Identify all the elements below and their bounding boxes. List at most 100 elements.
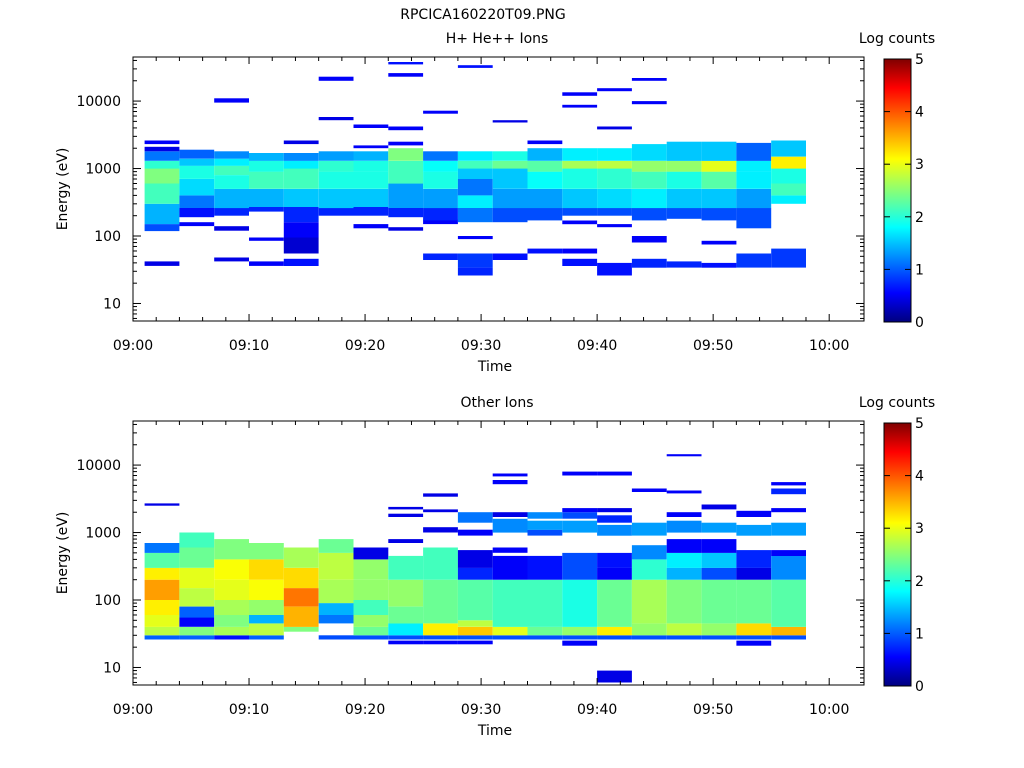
colorbar-tick-label: 2: [915, 210, 924, 226]
colorbar-tick-label: 4: [915, 469, 924, 485]
heatmap-cell: [492, 518, 528, 533]
panel-title: H+ He++ Ions: [446, 31, 549, 47]
heatmap-cell: [283, 258, 319, 266]
heatmap-cell: [492, 473, 528, 477]
heatmap-cell: [423, 110, 458, 114]
heatmap-cell: [353, 171, 389, 189]
heatmap-cell: [492, 555, 528, 580]
heatmap-cell: [457, 529, 493, 536]
heatmap-cell: [457, 195, 493, 208]
colorbar-tick-label: 1: [915, 262, 924, 278]
y-axis: 10 100 1000 10000: [76, 423, 864, 683]
heatmap-cell: [214, 539, 249, 560]
y-axis: 10 100 1000 10000: [76, 59, 864, 319]
y-tick-label: 10: [103, 296, 121, 312]
heatmap-cell: [214, 226, 249, 231]
heatmap-cell: [562, 552, 598, 580]
heatmap-cell: [144, 635, 180, 640]
heatmap-cell: [179, 617, 215, 627]
heatmap-cell: [144, 579, 180, 600]
heatmap-cell: [492, 208, 528, 223]
heatmap-cell: [457, 579, 493, 621]
colorbar-ticks: 0 1 2 3 4 5: [884, 416, 924, 695]
heatmap-cell: [423, 493, 458, 497]
heatmap-cell: [283, 222, 319, 238]
heatmap-cell: [597, 126, 632, 130]
heatmap-cell: [388, 208, 424, 218]
heatmap-cell: [249, 615, 284, 624]
heatmap-cell: [597, 188, 632, 209]
heatmap-cell: [214, 175, 249, 189]
y-tick-label: 10: [103, 660, 121, 676]
heatmap-cell: [388, 579, 424, 607]
heatmap-cell: [179, 626, 215, 636]
heatmap-cell: [214, 188, 249, 209]
heatmap-cell: [666, 623, 702, 636]
x-axis-label: Time: [477, 723, 512, 739]
x-axis: 09:00 09:10 09:20 09:30 09:40 09:50 10:00: [113, 57, 849, 354]
heatmap-cell: [771, 248, 806, 268]
heatmap-cell: [701, 188, 737, 209]
heatmap-cell: [179, 195, 215, 208]
heatmap-cell: [423, 160, 458, 172]
colorbar-tick-label: 5: [915, 416, 924, 432]
heatmap-cell: [144, 615, 180, 627]
x-tick-label: 09:10: [229, 702, 269, 718]
heatmap-cell: [283, 606, 319, 627]
heatmap-cell: [736, 623, 772, 636]
heatmap-cell: [701, 171, 737, 189]
heatmap-cell: [353, 579, 389, 600]
heatmap-cell: [283, 588, 319, 607]
heatmap-cell: [249, 559, 284, 580]
heatmap-cell: [144, 543, 180, 553]
heatmap-cell: [214, 615, 249, 627]
colorbar-tick-label: 0: [915, 315, 924, 331]
heatmap-cell: [457, 512, 493, 523]
heatmap-cell: [353, 160, 389, 172]
colorbar: [883, 58, 912, 323]
heatmap-cell: [214, 559, 249, 580]
y-tick-label: 10000: [76, 94, 121, 110]
heatmap-cell: [631, 78, 667, 81]
heatmap-cell: [597, 579, 632, 627]
heatmap-cell: [701, 539, 737, 553]
heatmap-cell: [457, 626, 493, 636]
heatmap-cell: [666, 490, 702, 494]
heatmap-cell: [771, 195, 806, 204]
heatmap-cell: [771, 579, 806, 627]
heatmap-cell: [631, 101, 667, 105]
heatmap-cell: [249, 261, 284, 266]
heatmap-cell: [492, 579, 528, 627]
heatmap-cell: [388, 555, 424, 580]
heatmap-cell: [318, 117, 354, 121]
heatmap-cell: [562, 579, 598, 627]
heatmap-cell: [457, 160, 493, 169]
heatmap-cell: [492, 160, 528, 169]
heatmap-cell: [423, 188, 458, 209]
heatmap-cell: [179, 165, 215, 179]
colorbar-tick-label: 3: [915, 521, 924, 537]
heatmap-cell: [597, 88, 632, 92]
heatmap-cell: [283, 547, 319, 568]
heatmap-cells: [144, 62, 806, 276]
heatmap-cell: [423, 623, 458, 636]
heatmap-cell: [423, 151, 458, 161]
heatmap-cell: [388, 148, 424, 161]
heatmap-cell: [771, 168, 806, 184]
heatmap-cell: [701, 567, 737, 580]
heatmap-cell: [388, 62, 424, 65]
heatmap-cell: [562, 626, 598, 636]
heatmap-cell: [666, 160, 702, 172]
heatmap-cell: [214, 600, 249, 615]
heatmap-cell: [457, 151, 493, 161]
heatmap-cell: [771, 508, 806, 513]
heatmap-cell: [597, 635, 632, 640]
heatmap-cell: [631, 160, 667, 172]
heatmap-cell: [631, 236, 667, 243]
heatmap-cell: [771, 482, 806, 486]
heatmap-cell: [144, 168, 180, 184]
heatmap-cell: [562, 148, 598, 161]
colorbar-tick-label: 4: [915, 105, 924, 121]
heatmap-cell: [318, 603, 354, 615]
heatmap-cell: [771, 555, 806, 580]
